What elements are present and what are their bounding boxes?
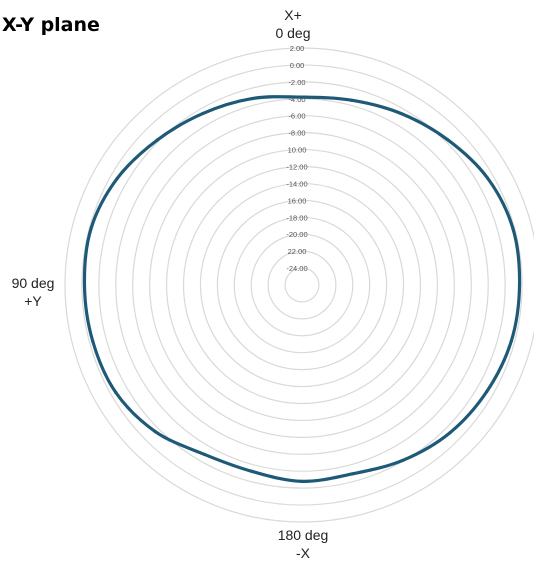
- data-point: [155, 138, 159, 142]
- direction-label-top: X+ 0 deg: [243, 6, 343, 42]
- data-point: [250, 469, 254, 474]
- direction-label-left: 90 deg +Y: [0, 274, 66, 310]
- direction-label-bottom-line1: 180 deg: [277, 527, 329, 543]
- data-point: [509, 339, 513, 343]
- radial-tick-label: 2.00: [290, 44, 305, 53]
- data-point: [89, 226, 93, 231]
- data-point: [82, 283, 87, 287]
- direction-label-bottom: 180 deg -X: [253, 526, 353, 562]
- data-point: [448, 431, 452, 435]
- data-point: [485, 176, 490, 180]
- radial-tick-label: -6.00: [288, 112, 305, 121]
- data-point: [399, 111, 403, 116]
- data-point: [250, 96, 254, 101]
- direction-label-top-line1: X+: [284, 7, 302, 23]
- radial-tick-label: -14.00: [286, 179, 307, 188]
- data-point: [300, 95, 304, 99]
- data-point: [401, 458, 405, 462]
- radial-tick-label: -12.00: [286, 163, 307, 172]
- grid-ring: [115, 98, 489, 472]
- grid-ring: [64, 47, 534, 523]
- radial-tick-label: 10.00: [288, 146, 307, 155]
- grid-ring: [250, 233, 354, 337]
- radial-tick-label: -4.00: [288, 95, 305, 104]
- grid-ring: [132, 115, 472, 455]
- data-point: [445, 137, 450, 142]
- radial-tick-label: -8.00: [288, 129, 305, 138]
- direction-label-left-line2: +Y: [24, 293, 42, 309]
- data-point: [351, 472, 355, 476]
- grid-ring: [81, 64, 523, 506]
- grid-ring: [199, 182, 405, 388]
- grid-ring: [284, 267, 320, 303]
- radial-tick-labels: 2.00 0.00 -2.00 -4.00 -6.00 -8.00 10.00 -12.00 -…: [286, 44, 307, 273]
- grid-ring: [182, 165, 422, 405]
- data-point: [153, 430, 157, 434]
- radial-tick-label: -18.00: [286, 213, 307, 222]
- radial-tick-label: 16.00: [288, 196, 307, 205]
- series-layer: [82, 95, 522, 483]
- radial-tick-label: 22.00: [288, 247, 307, 256]
- grid-ring: [216, 199, 388, 371]
- data-point: [511, 226, 515, 231]
- grid-ring: [98, 81, 506, 489]
- data-point: [201, 111, 205, 116]
- data-point: [202, 452, 206, 456]
- direction-label-bottom-line2: -X: [296, 545, 310, 561]
- data-point: [91, 339, 95, 343]
- data-point: [485, 390, 489, 394]
- data-point: [517, 283, 522, 287]
- radial-tick-label: 0.00: [290, 61, 305, 70]
- data-point: [115, 176, 119, 180]
- data-point: [114, 390, 118, 395]
- grid-ring: [165, 148, 439, 422]
- grid-ring: [267, 250, 337, 320]
- direction-label-left-line1: 90 deg: [11, 275, 55, 291]
- direction-label-top-line2: 0 deg: [275, 25, 311, 41]
- grid-ring: [233, 216, 371, 354]
- data-point: [300, 479, 304, 483]
- radial-grid: [64, 47, 534, 523]
- data-point: [349, 98, 354, 102]
- grid-ring: [149, 132, 455, 438]
- radial-tick-label: -20.00: [286, 230, 307, 239]
- radial-tick-label: -2.00: [288, 78, 305, 87]
- radial-tick-label: -24.00: [286, 264, 307, 273]
- chart-title: X-Y plane: [2, 14, 100, 36]
